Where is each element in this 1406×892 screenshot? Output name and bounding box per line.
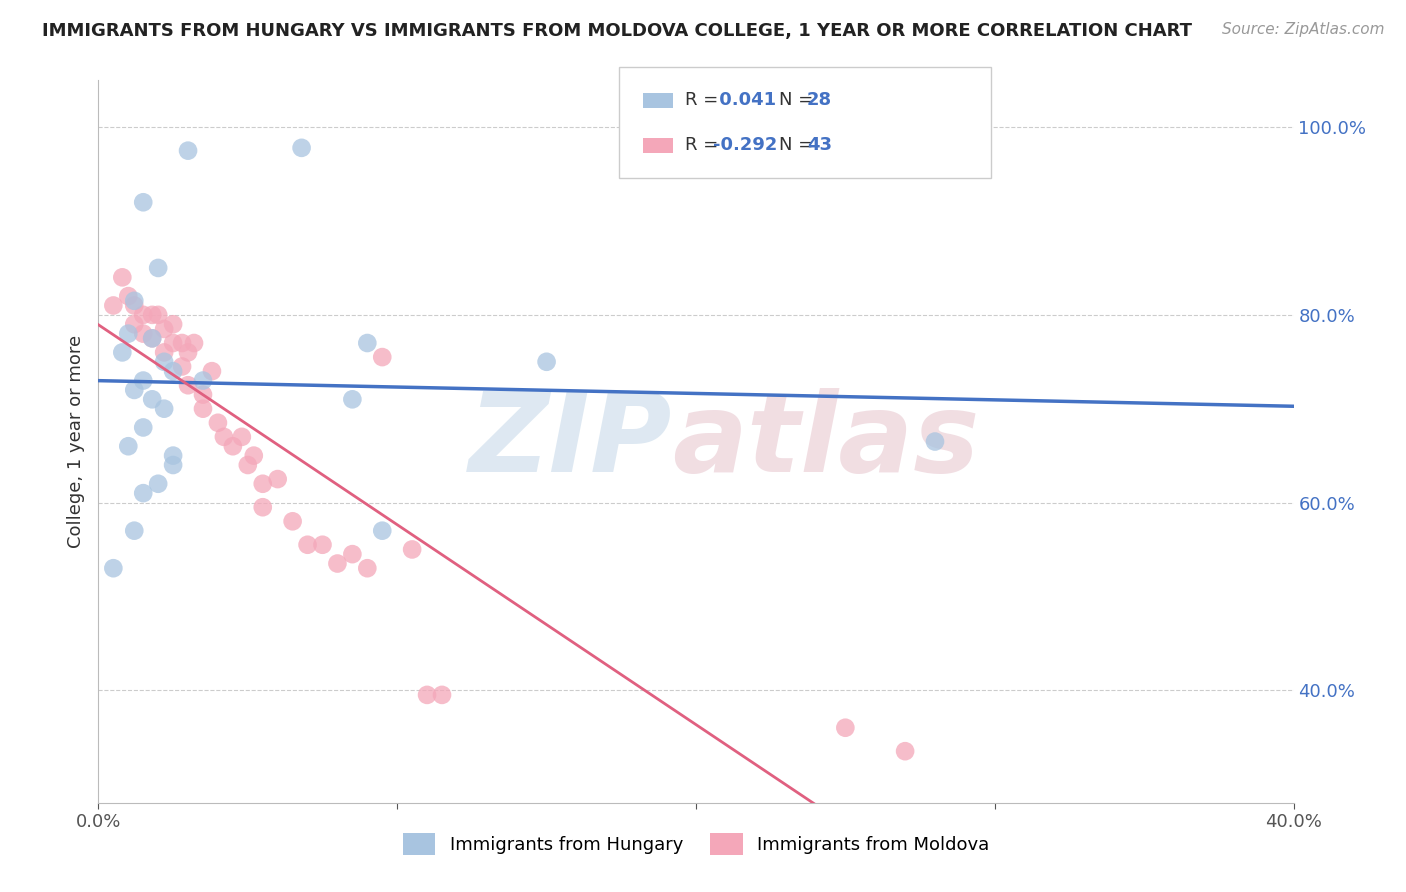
Point [291, 141, 314, 155]
Point [236, 458, 259, 472]
Point [172, 336, 194, 351]
Point [148, 308, 170, 322]
Point [212, 430, 235, 444]
Point [162, 364, 184, 378]
Point [162, 318, 184, 332]
Point [153, 355, 176, 369]
Text: R =: R = [685, 91, 724, 109]
Text: N =: N = [779, 136, 818, 154]
Point [356, 561, 378, 575]
Point [153, 401, 176, 416]
Point [132, 486, 155, 500]
Point [148, 260, 170, 275]
Point [111, 270, 134, 285]
Point [132, 195, 155, 210]
Point [281, 514, 304, 528]
Text: Source: ZipAtlas.com: Source: ZipAtlas.com [1222, 22, 1385, 37]
Point [124, 524, 146, 538]
Point [132, 420, 155, 434]
Text: ZIP: ZIP [468, 388, 672, 495]
Point [162, 449, 184, 463]
Text: N =: N = [779, 91, 818, 109]
Point [117, 439, 139, 453]
Legend: Immigrants from Hungary, Immigrants from Moldova: Immigrants from Hungary, Immigrants from… [395, 826, 997, 863]
Point [124, 318, 146, 332]
Point [267, 472, 290, 486]
Point [124, 383, 146, 397]
Point [201, 364, 224, 378]
Point [117, 289, 139, 303]
Point [141, 392, 163, 407]
Point [342, 392, 364, 407]
Point [356, 336, 378, 351]
Point [177, 144, 200, 158]
Point [124, 293, 146, 308]
Point [243, 449, 266, 463]
Point [231, 430, 253, 444]
Point [162, 458, 184, 472]
Point [191, 401, 214, 416]
Point [153, 322, 176, 336]
Point [371, 524, 394, 538]
Point [103, 298, 125, 312]
Point [222, 439, 245, 453]
Point [416, 688, 439, 702]
Y-axis label: College, 1 year or more: College, 1 year or more [66, 335, 84, 548]
Point [191, 387, 214, 401]
Point [252, 500, 274, 515]
Point [177, 378, 200, 392]
Point [103, 561, 125, 575]
Text: 43: 43 [807, 136, 832, 154]
Point [153, 345, 176, 359]
Point [132, 308, 155, 322]
Point [141, 331, 163, 345]
Point [326, 557, 349, 571]
Point [172, 359, 194, 374]
Point [132, 374, 155, 388]
Point [894, 744, 917, 758]
Point [132, 326, 155, 341]
Point [311, 538, 333, 552]
Point [141, 308, 163, 322]
Point [148, 476, 170, 491]
Text: IMMIGRANTS FROM HUNGARY VS IMMIGRANTS FROM MOLDOVA COLLEGE, 1 YEAR OR MORE CORRE: IMMIGRANTS FROM HUNGARY VS IMMIGRANTS FR… [42, 22, 1192, 40]
Point [183, 336, 205, 351]
Text: -0.292: -0.292 [713, 136, 778, 154]
Point [536, 355, 558, 369]
Point [141, 331, 163, 345]
Point [252, 476, 274, 491]
Point [177, 345, 200, 359]
Point [117, 326, 139, 341]
Point [111, 345, 134, 359]
Point [207, 416, 229, 430]
Point [124, 298, 146, 312]
Point [162, 336, 184, 351]
Text: 0.041: 0.041 [713, 91, 776, 109]
Point [430, 688, 453, 702]
Point [297, 538, 319, 552]
Point [401, 542, 423, 557]
Point [924, 434, 946, 449]
Point [371, 350, 394, 364]
Point [834, 721, 856, 735]
Text: 28: 28 [807, 91, 832, 109]
Text: R =: R = [685, 136, 724, 154]
Point [342, 547, 364, 561]
Text: atlas: atlas [672, 388, 980, 495]
Point [191, 374, 214, 388]
